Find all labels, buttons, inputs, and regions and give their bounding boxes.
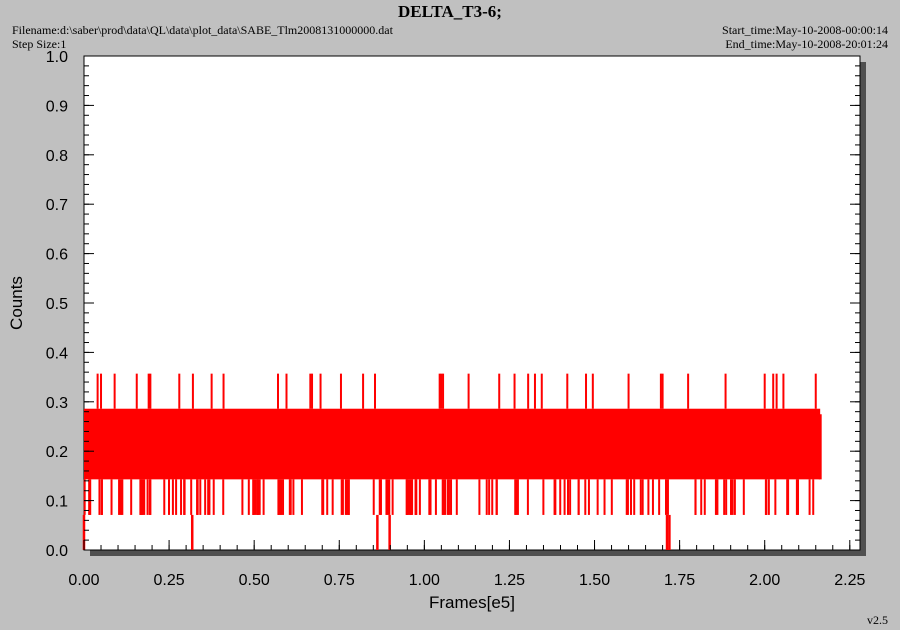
y-tick-label: 1.0 xyxy=(46,49,68,66)
y-tick-label: 0.4 xyxy=(46,345,68,362)
chart-title: DELTA_T3-6; xyxy=(398,2,502,21)
x-tick-label: 1.00 xyxy=(409,572,440,589)
y-tick-label: 0.1 xyxy=(46,494,68,511)
series-dense-band xyxy=(84,408,821,480)
x-tick-label: 2.25 xyxy=(834,572,865,589)
x-tick-label: 2.00 xyxy=(749,572,780,589)
y-tick-label: 0.2 xyxy=(46,444,68,461)
series-layer xyxy=(82,373,822,550)
x-tick-label: 0.25 xyxy=(154,572,185,589)
y-axis-label: Counts xyxy=(7,276,26,330)
axis-layer: 0.0 0.1 0.2 0.3 0.4 0.5 0.6 0.7 0.8 0.9 1.0 0.00 0.2… xyxy=(46,49,866,589)
y-tick-label: 0.7 xyxy=(46,197,68,214)
y-tick-label: 0.0 xyxy=(46,543,68,560)
end-time-label: End_time:May-10-2008-20:01:24 xyxy=(725,37,888,51)
x-tick-label: 0.75 xyxy=(324,572,355,589)
filename-label: Filename:d:\saber\prod\data\QL\data\plot… xyxy=(12,23,393,37)
step-size-label: Step Size:1 xyxy=(12,37,67,51)
x-tick-label: 1.75 xyxy=(664,572,695,589)
y-tick-label: 0.8 xyxy=(46,148,68,165)
y-tick-label: 0.5 xyxy=(46,296,68,313)
y-tick-label: 0.9 xyxy=(46,98,68,115)
y-tick-label: 0.6 xyxy=(46,247,68,264)
version-label: v2.5 xyxy=(867,613,888,627)
x-tick-label: 0.50 xyxy=(239,572,270,589)
x-tick-label: 1.50 xyxy=(579,572,610,589)
x-tick-label: 0.00 xyxy=(68,572,99,589)
x-tick-label: 1.25 xyxy=(494,572,525,589)
start-time-label: Start_time:May-10-2008-00:00:14 xyxy=(722,23,888,37)
x-axis-label: Frames[e5] xyxy=(429,593,515,612)
y-tick-label: 0.3 xyxy=(46,395,68,412)
